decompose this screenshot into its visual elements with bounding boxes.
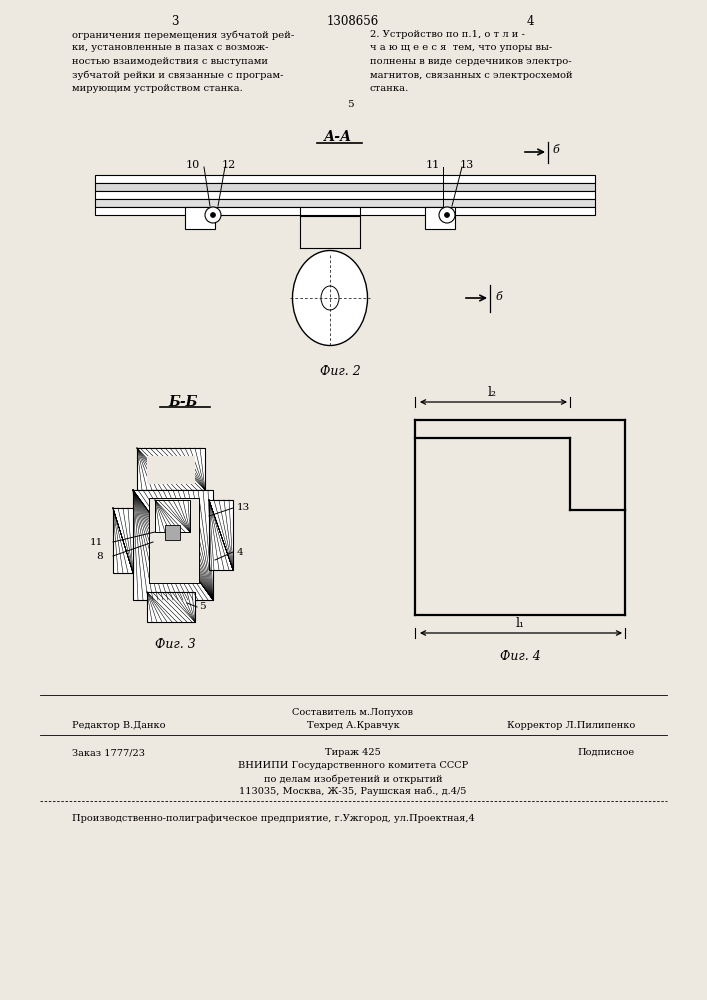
Text: ВНИИПИ Государственного комитета СССР: ВНИИПИ Государственного комитета СССР (238, 761, 468, 770)
Text: ки, установленные в пазах с возмож-: ки, установленные в пазах с возмож- (72, 43, 269, 52)
Bar (147, 456, 195, 484)
Text: Редактор В.Данко: Редактор В.Данко (72, 721, 165, 730)
Circle shape (211, 213, 216, 218)
Bar (425, 207, 455, 229)
Bar (95, 175, 595, 183)
Text: 4: 4 (526, 15, 534, 28)
Text: l₁: l₁ (515, 617, 525, 630)
Text: Б-Б: Б-Б (168, 395, 198, 409)
Text: б: б (495, 292, 502, 302)
Text: ч а ю щ е е с я  тем, что упоры вы-: ч а ю щ е е с я тем, что упоры вы- (370, 43, 552, 52)
Bar (95, 183, 595, 191)
Bar (95, 207, 595, 215)
Text: 10: 10 (186, 160, 200, 170)
Text: Корректор Л.Пилипенко: Корректор Л.Пилипенко (507, 721, 635, 730)
Text: Подписное: Подписное (578, 748, 635, 757)
Text: Составитель м.Лопухов: Составитель м.Лопухов (293, 708, 414, 717)
Text: по делам изобретений и открытий: по делам изобретений и открытий (264, 774, 443, 784)
Text: Производственно-полиграфическое предприятие, г.Ужгород, ул.Проектная,4: Производственно-полиграфическое предприя… (72, 814, 474, 823)
Bar (185, 207, 215, 229)
Bar (209, 500, 233, 570)
Bar (155, 500, 190, 532)
Bar (113, 508, 133, 573)
Text: станка.: станка. (370, 84, 409, 93)
Text: 1308656: 1308656 (327, 15, 379, 28)
Text: Фиг. 4: Фиг. 4 (500, 650, 540, 663)
Text: l₂: l₂ (488, 386, 497, 399)
Bar (137, 448, 205, 490)
Text: 13: 13 (237, 503, 250, 512)
Text: 2. Устройство по п.1, о т л и -: 2. Устройство по п.1, о т л и - (370, 30, 525, 39)
Ellipse shape (321, 286, 339, 310)
Text: Техред А.Кравчук: Техред А.Кравчук (307, 721, 399, 730)
Circle shape (439, 207, 455, 223)
Ellipse shape (293, 250, 368, 346)
Text: мирующим устройством станка.: мирующим устройством станка. (72, 84, 243, 93)
Text: Фиг. 2: Фиг. 2 (320, 365, 361, 378)
Circle shape (445, 213, 450, 218)
Text: 13: 13 (460, 160, 474, 170)
Bar (147, 592, 195, 622)
Text: б: б (552, 145, 559, 155)
Bar (95, 191, 595, 199)
Text: 5: 5 (346, 100, 354, 109)
Text: 8: 8 (96, 552, 103, 561)
Bar (95, 199, 595, 207)
Text: ограничения перемещения зубчатой рей-: ограничения перемещения зубчатой рей- (72, 30, 294, 39)
Text: 5: 5 (199, 602, 206, 611)
Text: Тираж 425: Тираж 425 (325, 748, 381, 757)
Text: 113035, Москва, Ж-35, Раушская наб., д.4/5: 113035, Москва, Ж-35, Раушская наб., д.4… (239, 787, 467, 796)
Bar (133, 490, 213, 600)
Text: ностью взаимодействия с выступами: ностью взаимодействия с выступами (72, 57, 268, 66)
Text: 11: 11 (426, 160, 440, 170)
Text: полнены в виде сердечников электро-: полнены в виде сердечников электро- (370, 57, 572, 66)
Circle shape (205, 207, 221, 223)
Text: Фиг. 3: Фиг. 3 (155, 638, 195, 651)
Bar (149, 498, 199, 583)
Text: 3: 3 (171, 15, 179, 28)
Text: А-А: А-А (324, 130, 352, 144)
Text: 4: 4 (237, 548, 244, 557)
Text: Заказ 1777/23: Заказ 1777/23 (72, 748, 145, 757)
Text: 11: 11 (90, 538, 103, 547)
Text: магнитов, связанных с электросхемой: магнитов, связанных с электросхемой (370, 70, 573, 80)
Bar (165, 525, 180, 540)
Text: зубчатой рейки и связанные с програм-: зубчатой рейки и связанные с програм- (72, 70, 284, 80)
Text: 12: 12 (222, 160, 236, 170)
